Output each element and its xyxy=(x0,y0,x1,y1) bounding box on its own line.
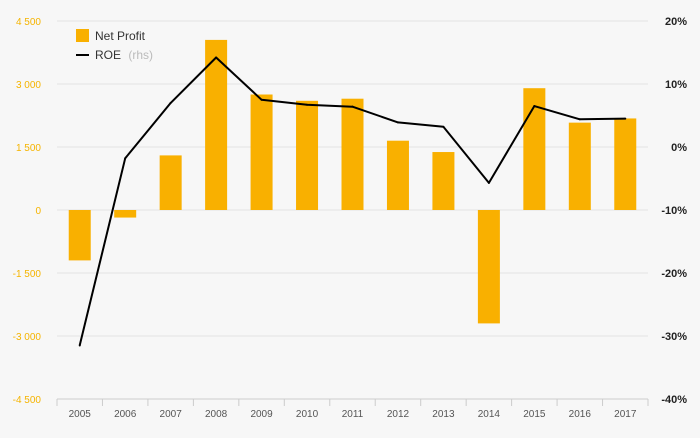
y-right-tick-label: 10% xyxy=(665,79,687,91)
y-right-tick-label: -40% xyxy=(661,394,687,406)
point-roe xyxy=(215,56,218,59)
x-tick-label: 2005 xyxy=(69,409,92,420)
x-tick-label: 2006 xyxy=(114,409,137,420)
legend-label-roe: ROE xyxy=(95,48,121,62)
x-tick-label: 2012 xyxy=(387,409,410,420)
y-right-tick-label: -30% xyxy=(661,331,687,343)
y-right-tick-label: 0% xyxy=(671,142,687,154)
bar-net-profit xyxy=(614,118,637,210)
x-tick-label: 2007 xyxy=(160,409,183,420)
y-left-tick-label: 4 500 xyxy=(16,17,41,28)
point-roe xyxy=(351,105,354,108)
x-tick-label: 2008 xyxy=(205,409,228,420)
point-roe xyxy=(78,344,81,347)
bars-layer xyxy=(68,39,637,324)
bar-net-profit xyxy=(523,88,546,210)
x-tick-label: 2017 xyxy=(614,409,637,420)
y-left-tick-label: 1 500 xyxy=(16,143,41,154)
y-left-tick-label: -1 500 xyxy=(13,269,42,280)
x-tick-label: 2011 xyxy=(342,409,364,420)
legend: Net Profit ROE (rhs) xyxy=(76,29,153,62)
bar-net-profit xyxy=(432,152,455,210)
point-roe xyxy=(487,181,490,184)
bar-net-profit xyxy=(68,210,91,261)
point-roe xyxy=(169,101,172,104)
x-tick-label: 2009 xyxy=(250,409,273,420)
point-roe xyxy=(578,118,581,121)
point-roe xyxy=(306,103,309,106)
line-layer xyxy=(78,56,627,347)
x-tick-label: 2010 xyxy=(296,409,319,420)
bar-net-profit xyxy=(296,100,319,210)
bar-net-profit xyxy=(568,122,591,210)
y-left-tick-label: -4 500 xyxy=(13,395,42,406)
bar-net-profit xyxy=(205,39,228,211)
x-tick-label: 2015 xyxy=(523,409,546,420)
y-left-tick-label: 0 xyxy=(35,206,41,217)
x-tick-label: 2014 xyxy=(478,409,501,420)
x-tick-label: 2016 xyxy=(569,409,592,420)
y-left-tick-label: 3 000 xyxy=(16,80,41,91)
legend-label-net-profit: Net Profit xyxy=(95,29,146,43)
svg-text:ROE (rhs): ROE (rhs) xyxy=(95,48,153,62)
point-roe xyxy=(124,157,127,160)
y-right-tick-label: -10% xyxy=(661,205,687,217)
y-right-tick-label: 20% xyxy=(665,16,687,28)
bar-net-profit xyxy=(250,94,273,210)
legend-swatch-net-profit xyxy=(76,29,89,42)
x-tick-label: 2013 xyxy=(432,409,455,420)
bar-net-profit xyxy=(477,210,500,324)
bar-net-profit xyxy=(159,155,182,210)
bar-net-profit xyxy=(114,210,137,218)
point-roe xyxy=(260,98,263,101)
point-roe xyxy=(533,105,536,108)
point-roe xyxy=(624,117,627,120)
point-roe xyxy=(396,121,399,124)
y-left-tick-label: -3 000 xyxy=(13,332,42,343)
axes-layer: -4 500 -3 000 -1 500 0 1 500 3 000 4 500 -40% -3… xyxy=(13,16,688,420)
bar-net-profit xyxy=(341,98,364,210)
y-right-tick-label: -20% xyxy=(661,268,687,280)
point-roe xyxy=(442,125,445,128)
legend-label-roe-rhs: (rhs) xyxy=(128,48,153,62)
bar-net-profit xyxy=(386,140,409,210)
